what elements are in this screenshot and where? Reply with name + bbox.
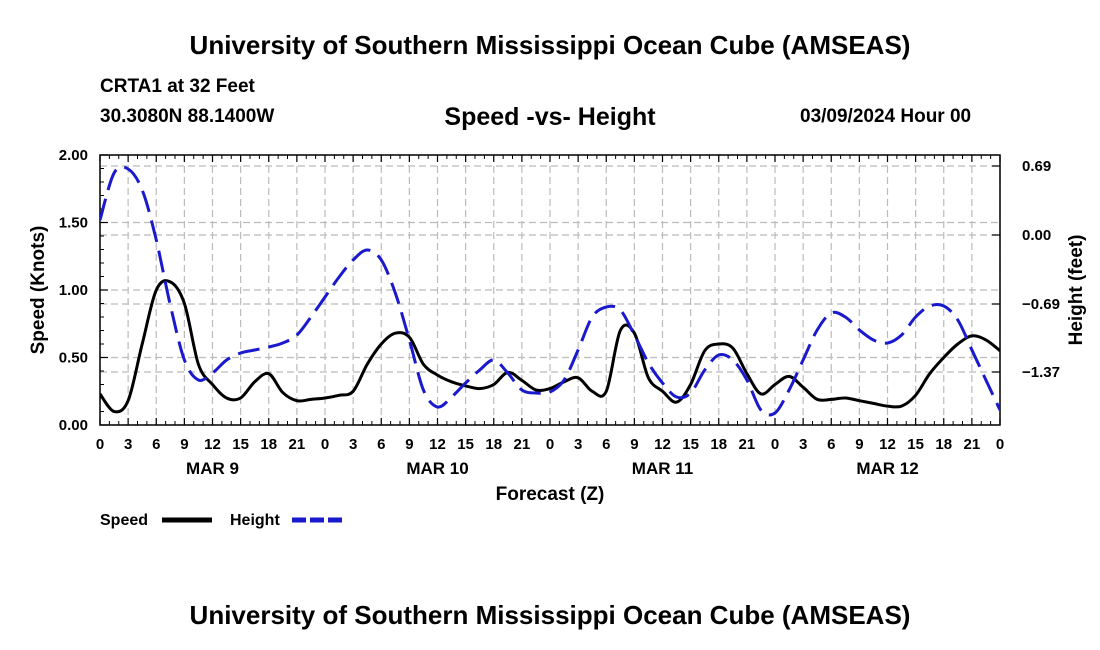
x-tick-label: 18 <box>260 436 277 453</box>
x-tick-label: 0 <box>96 436 104 453</box>
x-tick-label: 15 <box>457 436 474 453</box>
chart-title: Speed -vs- Height <box>444 103 656 131</box>
day-label: MAR 10 <box>406 459 468 478</box>
x-tick-label: 18 <box>485 436 502 453</box>
x-tick-label: 0 <box>546 436 554 453</box>
station-label: CRTA1 at 32 Feet <box>100 76 255 97</box>
x-tick-label: 3 <box>349 436 357 453</box>
y-tick-label: 0.00 <box>59 417 88 434</box>
x-tick-label: 21 <box>964 436 981 453</box>
x-tick-label: 18 <box>710 436 727 453</box>
x-tick-label: 0 <box>321 436 329 453</box>
y-right-tick-label: −1.37 <box>1022 364 1060 381</box>
y-right-axis-label: Height (feet) <box>1066 235 1087 346</box>
x-axis-label: Forecast (Z) <box>496 484 605 505</box>
x-tick-label: 3 <box>574 436 582 453</box>
y-right-tick-label: 0.69 <box>1022 158 1051 175</box>
legend-speed-label: Speed <box>100 512 148 529</box>
y-tick-label: 0.50 <box>59 350 88 367</box>
x-tick-label: 12 <box>429 436 446 453</box>
x-tick-label: 15 <box>907 436 924 453</box>
date-label: 03/09/2024 Hour 00 <box>800 106 972 127</box>
x-tick-label: 15 <box>682 436 699 453</box>
day-label: MAR 11 <box>632 459 693 478</box>
x-tick-label: 6 <box>602 436 610 453</box>
y-tick-label: 2.00 <box>59 147 88 164</box>
y-tick-label: 1.50 <box>59 215 88 232</box>
y-tick-label: 1.00 <box>59 282 88 299</box>
x-tick-label: 3 <box>799 436 807 453</box>
x-tick-label: 12 <box>204 436 221 453</box>
speed-series-line <box>100 279 1000 414</box>
x-tick-label: 9 <box>855 436 863 453</box>
x-tick-label: 6 <box>377 436 385 453</box>
x-tick-label: 9 <box>180 436 188 453</box>
x-tick-label: 12 <box>654 436 671 453</box>
x-tick-label: 0 <box>771 436 779 453</box>
y-right-tick-label: 0.00 <box>1022 227 1051 244</box>
x-tick-label: 21 <box>739 436 756 453</box>
day-label: MAR 12 <box>856 459 918 478</box>
x-tick-label: 6 <box>152 436 160 453</box>
y-right-tick-label: −0.69 <box>1022 296 1060 313</box>
x-tick-label: 12 <box>879 436 896 453</box>
x-tick-label: 3 <box>124 436 132 453</box>
y-axis-label: Speed (Knots) <box>28 226 49 355</box>
plot-frame <box>99 154 1001 426</box>
height-series-line <box>100 165 1000 417</box>
title-top: University of Southern Mississippi Ocean… <box>189 30 911 60</box>
x-tick-label: 0 <box>996 436 1004 453</box>
title-bottom: University of Southern Mississippi Ocean… <box>189 600 911 630</box>
x-tick-label: 9 <box>405 436 413 453</box>
x-tick-label: 21 <box>514 436 531 453</box>
legend-height-label: Height <box>230 512 280 529</box>
x-tick-label: 15 <box>232 436 249 453</box>
x-tick-label: 6 <box>827 436 835 453</box>
x-tick-label: 18 <box>935 436 952 453</box>
x-tick-label: 21 <box>289 436 306 453</box>
x-tick-label: 9 <box>630 436 638 453</box>
day-label: MAR 9 <box>186 459 239 478</box>
coordinates-label: 30.3080N 88.1400W <box>100 106 275 127</box>
